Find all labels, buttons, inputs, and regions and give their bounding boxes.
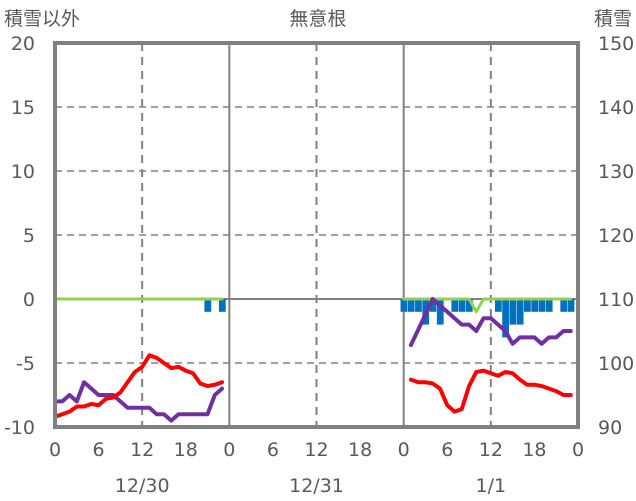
- x-tick: 6: [267, 439, 279, 461]
- x-tick: 0: [398, 439, 410, 461]
- bar: [465, 299, 473, 312]
- bar: [509, 299, 517, 325]
- right-axis-label: 積雪: [594, 8, 632, 30]
- bar: [560, 299, 568, 312]
- y-tick-left: -5: [16, 353, 35, 375]
- bar: [494, 299, 502, 312]
- bar: [407, 299, 415, 312]
- red-series-line: [408, 368, 573, 414]
- bar: [415, 299, 422, 312]
- bar: [218, 299, 226, 312]
- bar: [429, 299, 437, 312]
- purple-series-line: [408, 297, 573, 348]
- x-tick: 18: [522, 439, 546, 461]
- y-tick-right: 150: [598, 33, 634, 55]
- bar: [545, 299, 553, 312]
- left-axis-label: 積雪以外: [4, 8, 80, 30]
- y-tick-right: 90: [598, 417, 622, 439]
- bar: [516, 299, 524, 325]
- bar: [531, 299, 539, 312]
- grid: [55, 43, 578, 427]
- y-tick-left: 5: [23, 225, 35, 247]
- bar: [436, 299, 444, 325]
- y-tick-right: 100: [598, 353, 634, 375]
- bar: [451, 299, 459, 312]
- y-tick-left: 0: [23, 289, 35, 311]
- data-marks: [53, 297, 575, 423]
- bar: [567, 299, 575, 312]
- x-tick: 12: [479, 439, 503, 461]
- x-tick: 6: [441, 439, 453, 461]
- x-tick: 6: [93, 439, 105, 461]
- red-series-line: [53, 353, 225, 419]
- date-label: 1/1: [476, 475, 507, 497]
- y-tick-right: 130: [598, 161, 634, 183]
- y-tick-right: 120: [598, 225, 634, 247]
- date-label: 12/31: [289, 475, 344, 497]
- x-tick: 18: [348, 439, 372, 461]
- bar: [204, 299, 212, 312]
- plot-frame: [53, 41, 580, 429]
- x-tick: 0: [572, 439, 584, 461]
- chart-title: 無意根: [289, 8, 346, 30]
- y-tick-left: 10: [11, 161, 35, 183]
- x-tick: 12: [304, 439, 328, 461]
- purple-series-line: [53, 380, 225, 423]
- y-tick-left: -10: [4, 417, 35, 439]
- bar: [538, 299, 546, 312]
- bar: [458, 299, 466, 312]
- x-tick: 18: [174, 439, 198, 461]
- bar: [524, 299, 531, 312]
- y-tick-right: 140: [598, 97, 634, 119]
- x-tick: 12: [130, 439, 154, 461]
- x-tick: 0: [223, 439, 235, 461]
- bar: [400, 299, 408, 312]
- date-label: 12/30: [115, 475, 170, 497]
- y-tick-left: 20: [11, 33, 35, 55]
- bar: [502, 299, 509, 338]
- x-tick: 0: [49, 439, 61, 461]
- y-tick-right: 110: [598, 289, 634, 311]
- y-tick-left: 15: [11, 97, 35, 119]
